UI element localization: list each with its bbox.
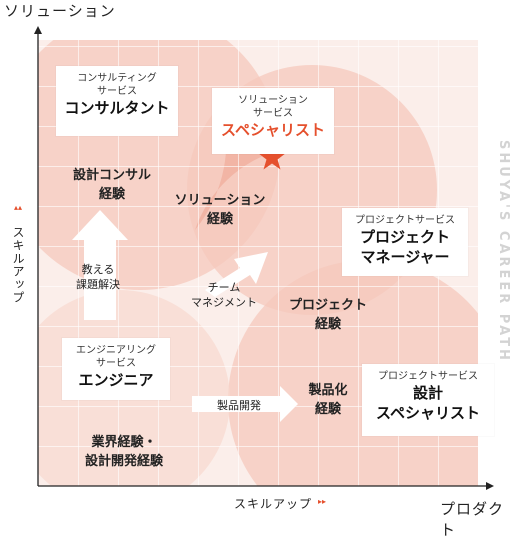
engineer-service-label: エンジニアリング (76, 345, 156, 356)
engineer-service-sub: サービス (96, 358, 136, 369)
specialist-title: スペシャリスト (221, 121, 325, 139)
engineer-box: エンジニアリング サービス エンジニア (62, 338, 170, 400)
industry-exp-line2: 設計開発経験 (84, 454, 163, 469)
product-exp-line1: 製品化 (308, 383, 348, 398)
teach-line2: 課題解決 (76, 278, 120, 291)
brand-watermark: SHUYA'S CAREER PATH (496, 140, 511, 363)
x-axis-title: プロダクト (440, 500, 505, 539)
industry-exp-label: 業界経験・ 設計開発経験 (54, 433, 194, 471)
y-axis-arrowhead (34, 26, 42, 34)
team-mgmt-label: チーム マネジメント (182, 280, 266, 310)
design-specialist-title-1: 設計 (412, 384, 443, 402)
product-exp-line2: 経験 (314, 402, 341, 417)
pm-box: プロジェクトサービス プロジェクト マネージャー (342, 208, 468, 276)
design-specialist-title-2: スペシャリスト (376, 404, 480, 422)
consultant-service-label: コンサルティング (77, 73, 157, 84)
pm-service-label: プロジェクトサービス (355, 215, 455, 226)
design-consul-exp-line2: 経験 (98, 187, 125, 202)
project-exp-line1: プロジェクト (288, 298, 367, 313)
x-skill-up-label: スキルアップ (234, 497, 313, 511)
design-specialist-service-label: プロジェクトサービス (378, 371, 478, 382)
specialist-box: ソリューション サービス スペシャリスト (212, 88, 334, 154)
y-skill-up-label: スキルアップ (11, 226, 25, 304)
design-consul-exp-line1: 設計コンサル (72, 168, 151, 183)
engineer-title: エンジニア (78, 371, 154, 389)
arrow-team-mgmt (205, 252, 268, 297)
consultant-service-sub: サービス (97, 86, 137, 97)
pm-title-1: プロジェクト (359, 228, 450, 246)
pm-title-2: マネージャー (360, 248, 450, 266)
consultant-title: コンサルタント (64, 99, 170, 117)
x-skill-up-arrow-icon: ▸▸ (318, 497, 327, 506)
teach-label: 教える 課題解決 (62, 262, 134, 292)
design-consul-exp-label: 設計コンサル 経験 (56, 166, 168, 204)
product-dev-label: 製品開発 (217, 399, 261, 412)
solution-exp-label: ソリューション 経験 (164, 191, 276, 229)
project-exp-line2: 経験 (314, 317, 341, 332)
arrow-engineer-to-consul (72, 210, 128, 320)
solution-exp-line1: ソリューション (174, 193, 266, 208)
y-axis-title: ソリューション (4, 2, 116, 20)
project-exp-label: プロジェクト 経験 (272, 296, 384, 334)
design-specialist-box: プロジェクトサービス 設計 スペシャリスト (362, 364, 494, 436)
arrow-product-dev (192, 386, 298, 422)
x-axis-arrowhead (486, 482, 494, 490)
star-icon (258, 143, 286, 170)
team-mgmt-line2: マネジメント (191, 296, 257, 309)
teach-line1: 教える (81, 263, 115, 276)
solution-exp-line2: 経験 (206, 212, 233, 227)
product-exp-label: 製品化 経験 (290, 381, 366, 419)
specialist-service-label: ソリューション (238, 95, 308, 106)
y-skill-up-arrow-icon: ▴▴ (14, 203, 23, 212)
industry-exp-line1: 業界経験・ (91, 435, 157, 450)
consultant-box: コンサルティング サービス コンサルタント (56, 66, 178, 136)
team-mgmt-line1: チーム (207, 281, 241, 294)
specialist-service-sub: サービス (253, 108, 293, 119)
